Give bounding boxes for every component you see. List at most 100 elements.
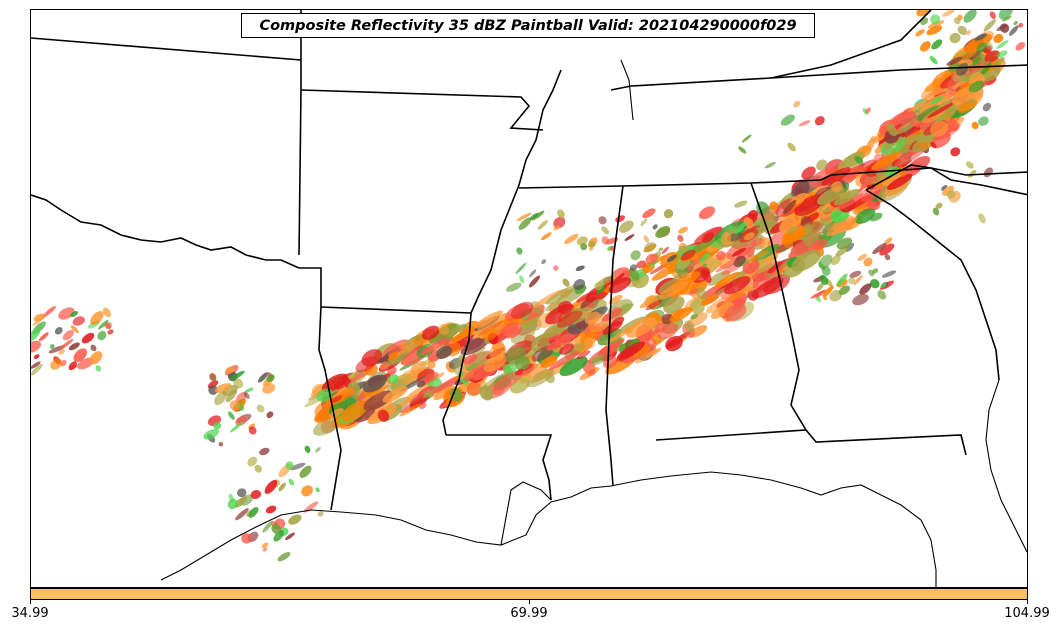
reflectivity-blob — [655, 225, 671, 239]
reflectivity-blob — [299, 465, 312, 478]
reflectivity-blob — [575, 265, 585, 272]
reflectivity-blob — [793, 100, 801, 108]
reflectivity-blob — [930, 141, 937, 149]
reflectivity-blob — [54, 327, 63, 335]
reflectivity-blob — [587, 370, 596, 377]
reflectivity-blob — [865, 107, 872, 114]
reflectivity-blob — [438, 323, 449, 336]
reflectivity-paintball-layer — [31, 10, 1026, 562]
reflectivity-blob — [724, 276, 751, 295]
reflectivity-blob — [916, 105, 942, 122]
reflectivity-blob — [421, 338, 449, 355]
reflectivity-blob — [788, 242, 813, 258]
reflectivity-blob — [866, 199, 877, 211]
reflectivity-blob — [993, 33, 1004, 44]
reflectivity-blob — [427, 360, 436, 369]
reflectivity-blob — [872, 243, 887, 255]
reflectivity-blob — [559, 356, 588, 377]
reflectivity-blob — [870, 278, 880, 289]
reflectivity-blob — [624, 234, 635, 241]
reflectivity-blob — [852, 293, 869, 306]
reflectivity-blob — [869, 136, 877, 143]
map-panel[interactable] — [30, 9, 1028, 588]
coast-texas — [160, 471, 937, 587]
reflectivity-blob — [780, 114, 795, 126]
reflectivity-blob — [62, 329, 75, 341]
reflectivity-blob — [684, 320, 695, 333]
reflectivity-blob — [949, 32, 961, 44]
coast-lake-michigan — [620, 59, 634, 121]
border-mississippi-river — [442, 69, 562, 436]
reflectivity-blob — [493, 371, 522, 391]
reflectivity-blob — [98, 319, 109, 330]
reflectivity-blob — [377, 409, 390, 422]
reflectivity-blob — [611, 272, 625, 285]
reflectivity-blob — [203, 428, 219, 440]
reflectivity-blob — [248, 426, 257, 435]
reflectivity-blob — [742, 259, 760, 274]
reflectivity-blob — [208, 385, 218, 395]
reflectivity-blob — [225, 366, 235, 374]
reflectivity-blob — [816, 283, 824, 292]
reflectivity-blob — [926, 25, 943, 36]
reflectivity-blob — [616, 347, 639, 362]
reflectivity-blob — [526, 368, 555, 388]
reflectivity-blob — [288, 478, 294, 486]
reflectivity-blob — [289, 462, 306, 471]
reflectivity-blob — [601, 226, 610, 235]
reflectivity-blob — [545, 285, 578, 305]
reflectivity-blob — [663, 209, 674, 219]
reflectivity-blob — [930, 120, 949, 137]
reflectivity-blob — [747, 209, 758, 220]
reflectivity-blob — [854, 156, 864, 165]
reflectivity-blob — [946, 190, 956, 199]
reflectivity-blob — [90, 344, 97, 352]
reflectivity-blob — [830, 254, 841, 266]
reflectivity-blob — [315, 447, 321, 453]
reflectivity-blob — [983, 167, 993, 178]
reflectivity-blob — [816, 159, 828, 171]
reflectivity-blob — [636, 260, 647, 269]
reflectivity-blob — [626, 316, 656, 338]
reflectivity-blob — [831, 181, 843, 193]
map-title: Composite Reflectivity 35 dBZ Paintball … — [241, 13, 815, 38]
reflectivity-blob — [583, 337, 596, 349]
reflectivity-blob — [989, 11, 996, 20]
reflectivity-blob — [580, 243, 588, 251]
reflectivity-blob — [210, 374, 216, 381]
reflectivity-blob — [31, 363, 43, 376]
reflectivity-blob — [826, 216, 858, 237]
reflectivity-blob — [33, 313, 46, 322]
reflectivity-blob — [854, 208, 876, 224]
reflectivity-blob — [734, 200, 748, 208]
reflectivity-blob — [329, 408, 344, 419]
reflectivity-blob — [927, 102, 955, 119]
border-kentucky-tennessee — [518, 167, 1027, 189]
map-canvas — [31, 10, 1027, 587]
reflectivity-blob — [858, 179, 871, 193]
reflectivity-blob — [963, 60, 991, 77]
colorbar-label-mid: 69.99 — [510, 606, 548, 621]
reflectivity-blob — [798, 120, 811, 127]
reflectivity-blob — [38, 332, 49, 342]
colorbar-label-max: 104.99 — [1004, 606, 1050, 621]
reflectivity-blob — [594, 281, 604, 291]
reflectivity-blob — [285, 461, 294, 470]
reflectivity-blob — [643, 235, 650, 243]
reflectivity-blob — [661, 246, 669, 254]
reflectivity-blob — [58, 307, 75, 320]
reflectivity-blob — [528, 275, 541, 288]
reflectivity-blob — [97, 330, 107, 341]
reflectivity-blob — [421, 325, 440, 340]
reflectivity-blob — [608, 277, 632, 294]
reflectivity-blob — [946, 56, 963, 66]
reflectivity-blob — [273, 530, 284, 542]
reflectivity-blob — [559, 343, 574, 355]
coast-louisiana-bayou — [500, 481, 552, 546]
colorbar — [30, 588, 1028, 600]
reflectivity-blob — [741, 134, 752, 143]
reflectivity-blob — [978, 116, 989, 126]
reflectivity-blob — [864, 175, 869, 180]
reflectivity-blob — [688, 288, 699, 296]
reflectivity-blob — [699, 252, 710, 263]
